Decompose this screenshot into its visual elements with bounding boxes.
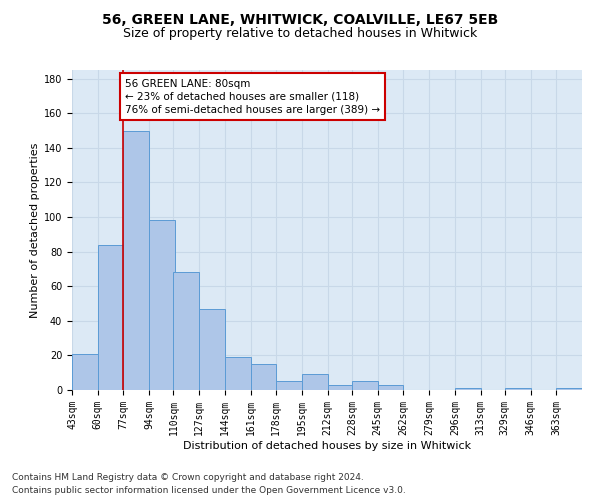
Bar [251, 364, 277, 390]
Bar [98, 244, 124, 390]
X-axis label: Distribution of detached houses by size in Whitwick: Distribution of detached houses by size … [183, 440, 471, 450]
Bar [124, 130, 149, 390]
Text: Contains HM Land Registry data © Crown copyright and database right 2024.: Contains HM Land Registry data © Crown c… [12, 474, 364, 482]
Text: Contains public sector information licensed under the Open Government Licence v3: Contains public sector information licen… [12, 486, 406, 495]
Bar [149, 220, 175, 390]
Bar [72, 354, 98, 390]
Text: Size of property relative to detached houses in Whitwick: Size of property relative to detached ho… [123, 28, 477, 40]
Bar [302, 374, 328, 390]
Bar [505, 388, 530, 390]
Bar [377, 385, 403, 390]
Bar [328, 385, 353, 390]
Bar [173, 272, 199, 390]
Bar [455, 388, 481, 390]
Bar [199, 308, 225, 390]
Bar [556, 388, 582, 390]
Text: 56, GREEN LANE, WHITWICK, COALVILLE, LE67 5EB: 56, GREEN LANE, WHITWICK, COALVILLE, LE6… [102, 12, 498, 26]
Text: 56 GREEN LANE: 80sqm
← 23% of detached houses are smaller (118)
76% of semi-deta: 56 GREEN LANE: 80sqm ← 23% of detached h… [125, 78, 380, 115]
Bar [352, 382, 377, 390]
Bar [277, 382, 302, 390]
Y-axis label: Number of detached properties: Number of detached properties [29, 142, 40, 318]
Bar [225, 357, 251, 390]
